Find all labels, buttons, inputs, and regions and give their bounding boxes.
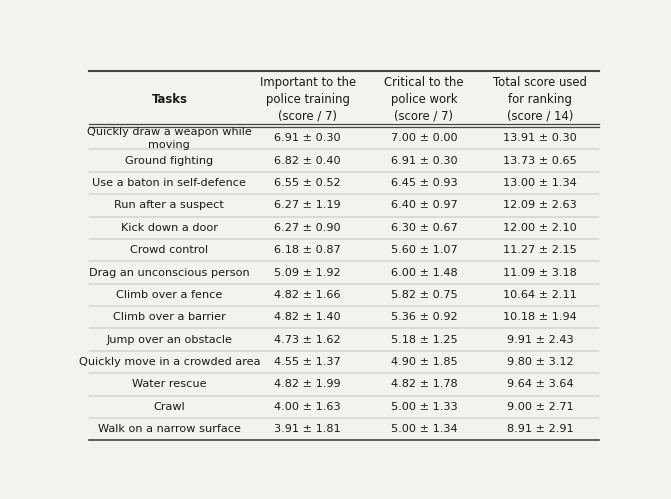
Text: 9.80 ± 3.12: 9.80 ± 3.12 xyxy=(507,357,574,367)
Text: 5.00 ± 1.34: 5.00 ± 1.34 xyxy=(391,424,457,434)
Text: 4.55 ± 1.37: 4.55 ± 1.37 xyxy=(274,357,341,367)
Text: Climb over a fence: Climb over a fence xyxy=(116,290,223,300)
Text: Use a baton in self-defence: Use a baton in self-defence xyxy=(93,178,246,188)
Text: 7.00 ± 0.00: 7.00 ± 0.00 xyxy=(391,133,457,143)
Text: 11.27 ± 2.15: 11.27 ± 2.15 xyxy=(503,245,577,255)
Text: 12.00 ± 2.10: 12.00 ± 2.10 xyxy=(503,223,577,233)
Text: 6.40 ± 0.97: 6.40 ± 0.97 xyxy=(391,201,457,211)
Text: 9.64 ± 3.64: 9.64 ± 3.64 xyxy=(507,379,574,389)
Text: 13.73 ± 0.65: 13.73 ± 0.65 xyxy=(503,156,577,166)
Text: 4.00 ± 1.63: 4.00 ± 1.63 xyxy=(274,402,341,412)
Text: 4.82 ± 1.99: 4.82 ± 1.99 xyxy=(274,379,341,389)
Text: 13.00 ± 1.34: 13.00 ± 1.34 xyxy=(503,178,577,188)
Text: Ground fighting: Ground fighting xyxy=(125,156,213,166)
Text: Water rescue: Water rescue xyxy=(132,379,207,389)
Text: 5.00 ± 1.33: 5.00 ± 1.33 xyxy=(391,402,457,412)
Text: 10.64 ± 2.11: 10.64 ± 2.11 xyxy=(503,290,577,300)
Text: 4.90 ± 1.85: 4.90 ± 1.85 xyxy=(391,357,457,367)
Text: Kick down a door: Kick down a door xyxy=(121,223,218,233)
Text: 6.18 ± 0.87: 6.18 ± 0.87 xyxy=(274,245,341,255)
Text: 4.73 ± 1.62: 4.73 ± 1.62 xyxy=(274,335,341,345)
Text: 10.18 ± 1.94: 10.18 ± 1.94 xyxy=(503,312,577,322)
Text: 6.27 ± 0.90: 6.27 ± 0.90 xyxy=(274,223,341,233)
Text: 6.27 ± 1.19: 6.27 ± 1.19 xyxy=(274,201,341,211)
Text: 3.91 ± 1.81: 3.91 ± 1.81 xyxy=(274,424,341,434)
Text: 6.55 ± 0.52: 6.55 ± 0.52 xyxy=(274,178,341,188)
Text: Total score used
for ranking
(score / 14): Total score used for ranking (score / 14… xyxy=(493,76,587,123)
Text: 5.60 ± 1.07: 5.60 ± 1.07 xyxy=(391,245,457,255)
Text: 13.91 ± 0.30: 13.91 ± 0.30 xyxy=(503,133,577,143)
Text: Crawl: Crawl xyxy=(154,402,185,412)
Text: Climb over a barrier: Climb over a barrier xyxy=(113,312,225,322)
Text: 6.45 ± 0.93: 6.45 ± 0.93 xyxy=(391,178,457,188)
Text: 6.91 ± 0.30: 6.91 ± 0.30 xyxy=(274,133,341,143)
Text: 5.09 ± 1.92: 5.09 ± 1.92 xyxy=(274,267,341,277)
Text: Jump over an obstacle: Jump over an obstacle xyxy=(106,335,232,345)
Text: 6.30 ± 0.67: 6.30 ± 0.67 xyxy=(391,223,457,233)
Text: 6.82 ± 0.40: 6.82 ± 0.40 xyxy=(274,156,341,166)
Text: Run after a suspect: Run after a suspect xyxy=(115,201,224,211)
Text: 12.09 ± 2.63: 12.09 ± 2.63 xyxy=(503,201,577,211)
Text: 6.91 ± 0.30: 6.91 ± 0.30 xyxy=(391,156,457,166)
Text: 9.00 ± 2.71: 9.00 ± 2.71 xyxy=(507,402,574,412)
Text: 5.18 ± 1.25: 5.18 ± 1.25 xyxy=(391,335,457,345)
Text: Drag an unconscious person: Drag an unconscious person xyxy=(89,267,250,277)
Text: 4.82 ± 1.78: 4.82 ± 1.78 xyxy=(391,379,457,389)
Text: 6.00 ± 1.48: 6.00 ± 1.48 xyxy=(391,267,457,277)
Text: Important to the
police training
(score / 7): Important to the police training (score … xyxy=(260,76,356,123)
Text: Critical to the
police work
(score / 7): Critical to the police work (score / 7) xyxy=(384,76,464,123)
Text: 8.91 ± 2.91: 8.91 ± 2.91 xyxy=(507,424,574,434)
Text: 5.36 ± 0.92: 5.36 ± 0.92 xyxy=(391,312,457,322)
Text: 4.82 ± 1.66: 4.82 ± 1.66 xyxy=(274,290,341,300)
Text: Quickly move in a crowded area: Quickly move in a crowded area xyxy=(79,357,260,367)
Text: 5.82 ± 0.75: 5.82 ± 0.75 xyxy=(391,290,457,300)
Text: Crowd control: Crowd control xyxy=(130,245,209,255)
Text: Quickly draw a weapon while
moving: Quickly draw a weapon while moving xyxy=(87,127,252,150)
Text: 9.91 ± 2.43: 9.91 ± 2.43 xyxy=(507,335,574,345)
Text: 4.82 ± 1.40: 4.82 ± 1.40 xyxy=(274,312,341,322)
Text: Tasks: Tasks xyxy=(152,93,187,106)
Text: 11.09 ± 3.18: 11.09 ± 3.18 xyxy=(503,267,577,277)
Text: Walk on a narrow surface: Walk on a narrow surface xyxy=(98,424,241,434)
